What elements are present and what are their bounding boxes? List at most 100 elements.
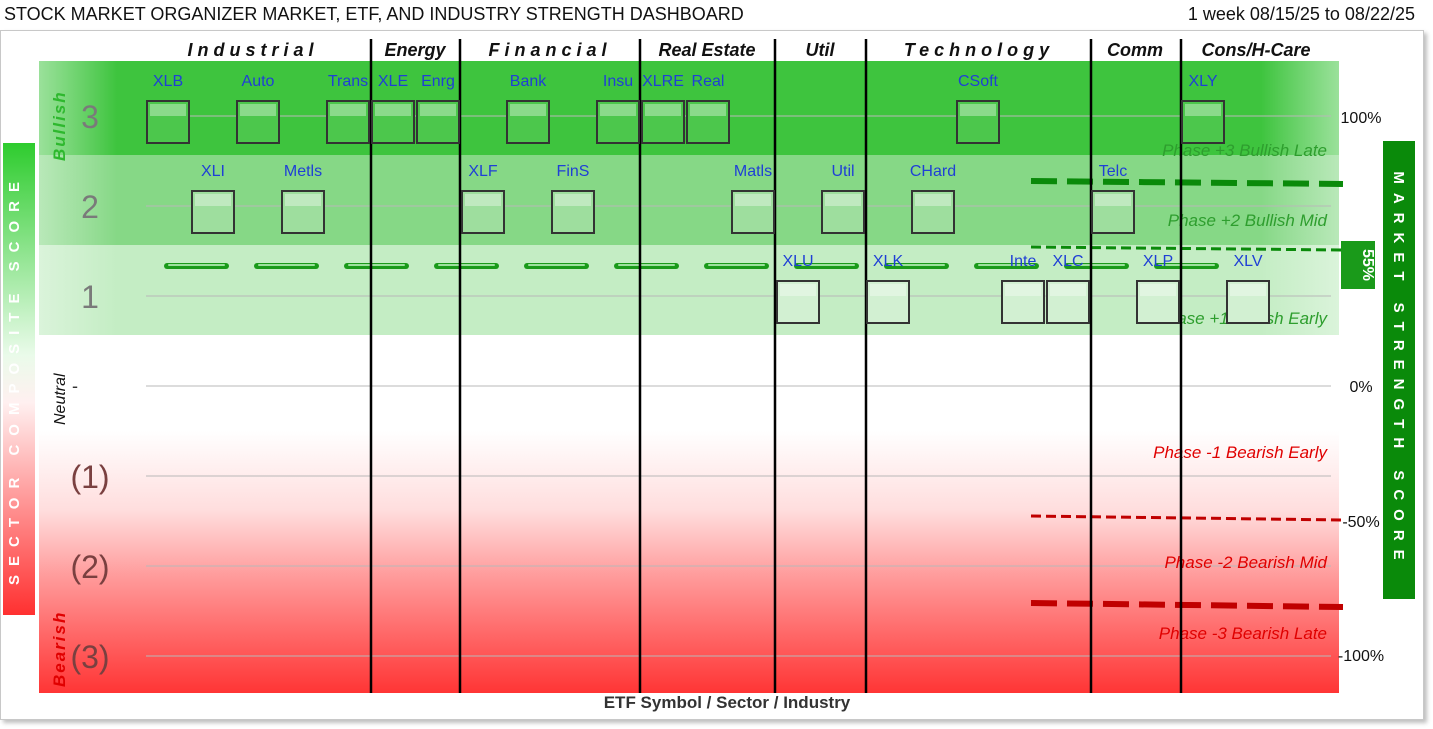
phase-label: Phase +2 Bullish Mid — [1168, 211, 1328, 230]
strength-value-label: 55% — [1359, 249, 1376, 281]
data-point: Auto — [236, 73, 280, 144]
point-box — [1001, 280, 1045, 324]
right-axis-title: MARKET STRENGTH SCORE — [1390, 171, 1407, 568]
market-strength-line — [164, 263, 1219, 269]
left-axis-title: SECTOR COMPOSITE SCORE — [6, 173, 23, 585]
zone-bull-1 — [39, 245, 1339, 335]
sector-title: Real Estate — [658, 40, 755, 60]
data-point: XLU — [776, 253, 820, 324]
ref-line-bear-high — [1030, 600, 1344, 610]
point-box — [956, 100, 1000, 144]
point-label: XLY — [1188, 73, 1217, 90]
sector-title: Industrial — [187, 40, 318, 60]
data-point: Bank — [506, 73, 550, 144]
point-box-shine — [825, 194, 861, 206]
point-label: Enrg — [421, 73, 455, 90]
right-tick-label: 100% — [1341, 110, 1382, 127]
point-box — [506, 100, 550, 144]
phase-label: Phase -1 Bearish Early — [1153, 443, 1328, 462]
strength-value-box — [1341, 241, 1375, 289]
data-point: Real — [686, 73, 730, 144]
zone-bearish — [39, 431, 1339, 693]
right-tick-label: -100% — [1338, 648, 1384, 665]
gridlines — [146, 115, 1331, 657]
point-label: Insu — [603, 73, 633, 90]
ref-line-bull-high — [1030, 178, 1344, 187]
phase-label: Phase -3 Bearish Late — [1159, 624, 1327, 643]
strength-value-marker: 55% — [1341, 241, 1376, 289]
data-point: Insu — [596, 73, 640, 144]
point-label: Inte — [1010, 253, 1037, 270]
point-box-shine — [960, 104, 996, 116]
x-axis-label: ETF Symbol / Sector / Industry — [604, 693, 851, 712]
point-box — [776, 280, 820, 324]
point-label: Telc — [1099, 163, 1127, 180]
point-box-shine — [645, 104, 681, 116]
point-box-shine — [1140, 284, 1176, 296]
dashboard-title: STOCK MARKET ORGANIZER MARKET, ETF, AND … — [4, 4, 744, 24]
data-point: XLF — [461, 163, 505, 234]
right-tick-label: -50% — [1342, 514, 1379, 531]
right-tick-label: 0% — [1349, 379, 1372, 396]
sector-title: Comm — [1107, 40, 1163, 60]
data-point: FinS — [551, 163, 595, 234]
point-box — [821, 190, 865, 234]
point-label: XLC — [1052, 253, 1083, 270]
point-label: XLI — [201, 163, 225, 180]
point-label: CSoft — [958, 73, 999, 90]
data-point: XLRE — [641, 73, 685, 144]
ref-line-bull-50 — [1030, 245, 1344, 252]
sector-title: Energy — [384, 40, 446, 60]
data-point: XLY — [1181, 73, 1225, 144]
point-box — [866, 280, 910, 324]
point-label: XLE — [378, 73, 408, 90]
point-label: FinS — [557, 163, 590, 180]
point-box — [146, 100, 190, 144]
point-box-shine — [870, 284, 906, 296]
data-point: XLP — [1136, 253, 1180, 324]
point-box-shine — [285, 194, 321, 206]
point-label: Trans — [328, 73, 368, 90]
point-box-shine — [465, 194, 501, 206]
point-label: XLF — [468, 163, 498, 180]
point-box — [191, 190, 235, 234]
phase-labels: Phase +3 Bullish Late Phase +2 Bullish Mi… — [1153, 141, 1328, 643]
right-tick-labels: 100% 0% -50% -100% — [1338, 110, 1384, 665]
data-point: XLB — [146, 73, 190, 144]
point-label: XLRE — [642, 73, 684, 90]
y-tick-label: - — [72, 376, 78, 396]
point-label: Real — [692, 73, 725, 90]
point-box — [596, 100, 640, 144]
data-point: CHard — [910, 163, 956, 234]
data-point: XLC — [1046, 253, 1090, 324]
point-label: XLB — [153, 73, 183, 90]
y-tick-labels: 3 2 1 - (1) (2) (3) — [70, 99, 109, 675]
date-range: 1 week 08/15/25 to 08/22/25 — [1187, 4, 1415, 24]
point-box-shine — [1230, 284, 1266, 296]
point-label: CHard — [910, 163, 956, 180]
phase-label: Phase +3 Bullish Late — [1162, 141, 1327, 160]
data-point: Trans — [326, 73, 370, 144]
data-point: Metls — [281, 163, 325, 234]
point-label: XLV — [1233, 253, 1262, 270]
point-label: Matls — [734, 163, 772, 180]
point-box — [371, 100, 415, 144]
data-point: XLE — [371, 73, 415, 144]
point-box-shine — [690, 104, 726, 116]
point-box-shine — [555, 194, 591, 206]
point-box-shine — [195, 194, 231, 206]
point-box-shine — [150, 104, 186, 116]
point-box-shine — [1050, 284, 1086, 296]
data-point: XLV — [1226, 253, 1270, 324]
point-box-shine — [1095, 194, 1131, 206]
point-box-shine — [420, 104, 456, 116]
ref-line-bear-50 — [1030, 514, 1344, 522]
sector-title: Technology — [904, 40, 1054, 60]
y-tick-label: (1) — [70, 459, 109, 495]
y-tick-label: 3 — [81, 99, 99, 135]
strength-chart: SECTOR COMPOSITE SCORE Bullish Neutral B… — [3, 39, 1415, 712]
point-box — [1226, 280, 1270, 324]
point-box — [461, 190, 505, 234]
point-label: Auto — [242, 73, 275, 90]
point-label: Util — [831, 163, 854, 180]
